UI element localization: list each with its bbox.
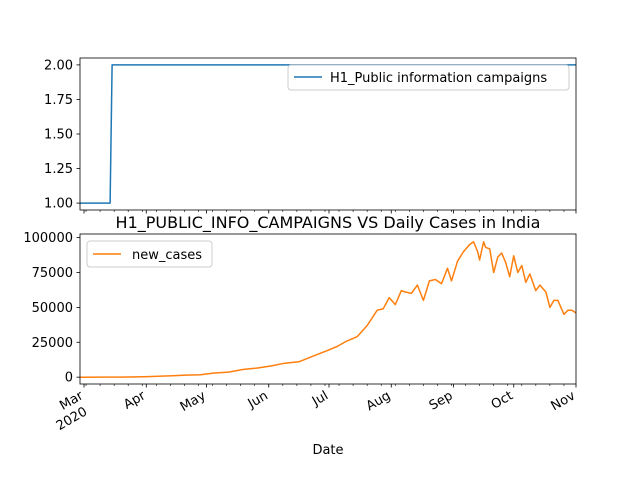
bottom-y-axis: 0 25000 50000 75000 100000 xyxy=(23,231,80,386)
top-subplot: 1.00 1.25 1.50 1.75 2.00 H1_Public informati… xyxy=(44,57,577,214)
x-tick-label: Sep xyxy=(427,388,456,413)
new-cases-series-layer xyxy=(79,241,577,378)
top-legend-label: H1_Public information campaigns xyxy=(330,71,547,86)
new-cases-series-line xyxy=(79,241,577,378)
bottom-legend-box xyxy=(86,240,213,268)
x-tick-label: Jul xyxy=(309,388,331,409)
bottom-subplot: H1_PUBLIC_INFO_CAMPAIGNS VS Daily Cases … xyxy=(23,213,578,458)
y-tick-label: 75000 xyxy=(32,266,73,281)
top-legend-box xyxy=(287,64,570,91)
x-tick-label: Aug xyxy=(364,388,393,414)
y-tick-label: 0 xyxy=(65,371,73,386)
top-x-axis-ticks xyxy=(83,210,577,214)
bottom-plot-frame xyxy=(79,233,577,385)
bottom-legend-label: new_cases xyxy=(132,248,202,263)
y-tick-label: 1.25 xyxy=(44,162,73,177)
x-tick-label: Nov xyxy=(549,388,579,414)
x-tick-label: Oct xyxy=(489,388,516,412)
y-tick-label: 25000 xyxy=(32,336,73,351)
bottom-chart-title: H1_PUBLIC_INFO_CAMPAIGNS VS Daily Cases … xyxy=(116,213,541,233)
x-tick-label: May xyxy=(178,388,209,415)
y-tick-label: 1.50 xyxy=(44,128,73,143)
y-tick-label: 100000 xyxy=(23,231,73,246)
y-tick-label: 50000 xyxy=(32,301,73,316)
y-tick-label: 2.00 xyxy=(44,58,73,73)
top-y-axis: 1.00 1.25 1.50 1.75 2.00 xyxy=(44,58,80,212)
y-tick-label: 1.00 xyxy=(44,197,73,212)
bottom-legend: new_cases xyxy=(86,240,213,268)
x-axis-label: Date xyxy=(312,443,343,458)
y-tick-label: 1.75 xyxy=(44,93,73,108)
top-legend: H1_Public information campaigns xyxy=(287,64,570,91)
x-tick-label: Jun xyxy=(245,388,271,412)
x-tick-label: Apr xyxy=(121,388,149,413)
